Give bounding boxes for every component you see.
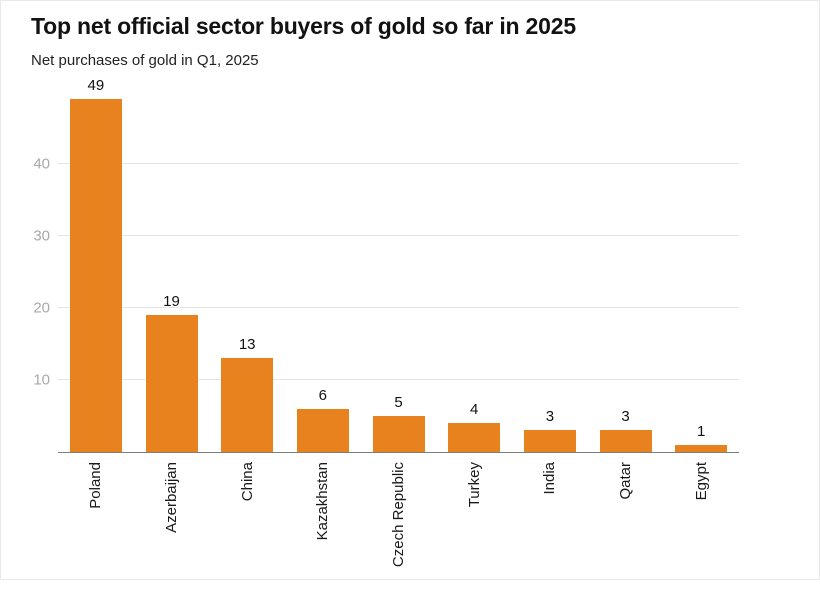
plot-area: 10 20 30 40 49 19 13 6 5 4 3 3 1: [33, 78, 739, 453]
x-label-cell: Egypt: [663, 462, 739, 590]
x-category-label: Turkey: [465, 462, 483, 508]
bar: [372, 415, 425, 452]
bar-column-czech-republic: 5: [361, 395, 437, 452]
bar: [296, 408, 349, 452]
bar-value-label: 4: [470, 401, 479, 419]
bar-column-turkey: 4: [436, 402, 512, 452]
x-label-cell: Turkey: [436, 462, 512, 590]
bar: [675, 444, 728, 452]
x-category-label: Kazakhstan: [314, 462, 332, 541]
x-category-label: India: [541, 462, 559, 495]
y-tick-label: 20: [33, 299, 50, 317]
x-label-cell: Czech Republic: [361, 462, 437, 590]
x-label-cell: Azerbaijan: [134, 462, 210, 590]
x-category-label: Azerbaijan: [163, 462, 180, 533]
bar-column-india: 3: [512, 409, 588, 452]
bar-chart: 10 20 30 40 49 19 13 6 5 4 3 3 1 Poland Azerbaijan Chi…: [33, 78, 739, 590]
y-tick-label: 10: [33, 371, 50, 389]
y-tick-label: 40: [33, 155, 50, 173]
x-category-label: China: [238, 462, 256, 502]
y-tick-label: 30: [33, 227, 50, 245]
bars-group: 49 19 13 6 5 4 3 3 1: [58, 78, 739, 452]
bar: [448, 423, 501, 452]
bar-column-kazakhstan: 6: [285, 388, 361, 452]
gridline-40: [58, 162, 739, 164]
bar-value-label: 13: [238, 336, 256, 354]
bar-column-qatar: 3: [588, 409, 664, 452]
bar: [221, 358, 274, 452]
bar: [523, 430, 576, 452]
gridline-30: [58, 234, 739, 236]
chart-title: Top net official sector buyers of gold s…: [31, 13, 576, 39]
bar: [599, 430, 652, 452]
gridline-10: [58, 378, 739, 380]
bar-value-label: 49: [87, 77, 105, 94]
bar-value-label: 19: [163, 293, 180, 311]
bar: [69, 99, 122, 452]
x-category-label: Czech Republic: [390, 462, 408, 568]
x-label-cell: India: [512, 462, 588, 590]
bar-column-poland: 49: [58, 78, 134, 452]
bar-column-azerbaijan: 19: [134, 294, 210, 452]
x-category-label: Qatar: [617, 462, 635, 500]
x-category-label: Egypt: [692, 462, 710, 501]
x-label-cell: Qatar: [588, 462, 664, 590]
bar-column-egypt: 1: [663, 424, 739, 452]
gridline-20: [58, 306, 739, 308]
x-axis-labels: Poland Azerbaijan China Kazakhstan Czech Rep…: [58, 462, 739, 590]
bar: [145, 315, 198, 452]
bar-column-china: 13: [209, 337, 285, 452]
x-label-cell: Poland: [58, 462, 134, 590]
x-label-cell: China: [209, 462, 285, 590]
x-label-cell: Kazakhstan: [285, 462, 361, 590]
bar-value-label: 3: [545, 408, 555, 426]
chart-subtitle: Net purchases of gold in Q1, 2025: [31, 52, 259, 69]
bar-value-label: 3: [621, 408, 630, 426]
x-category-label: Poland: [87, 462, 105, 509]
bar-value-label: 5: [394, 393, 403, 411]
bar-value-label: 1: [697, 422, 706, 440]
bar-value-label: 6: [318, 386, 328, 404]
